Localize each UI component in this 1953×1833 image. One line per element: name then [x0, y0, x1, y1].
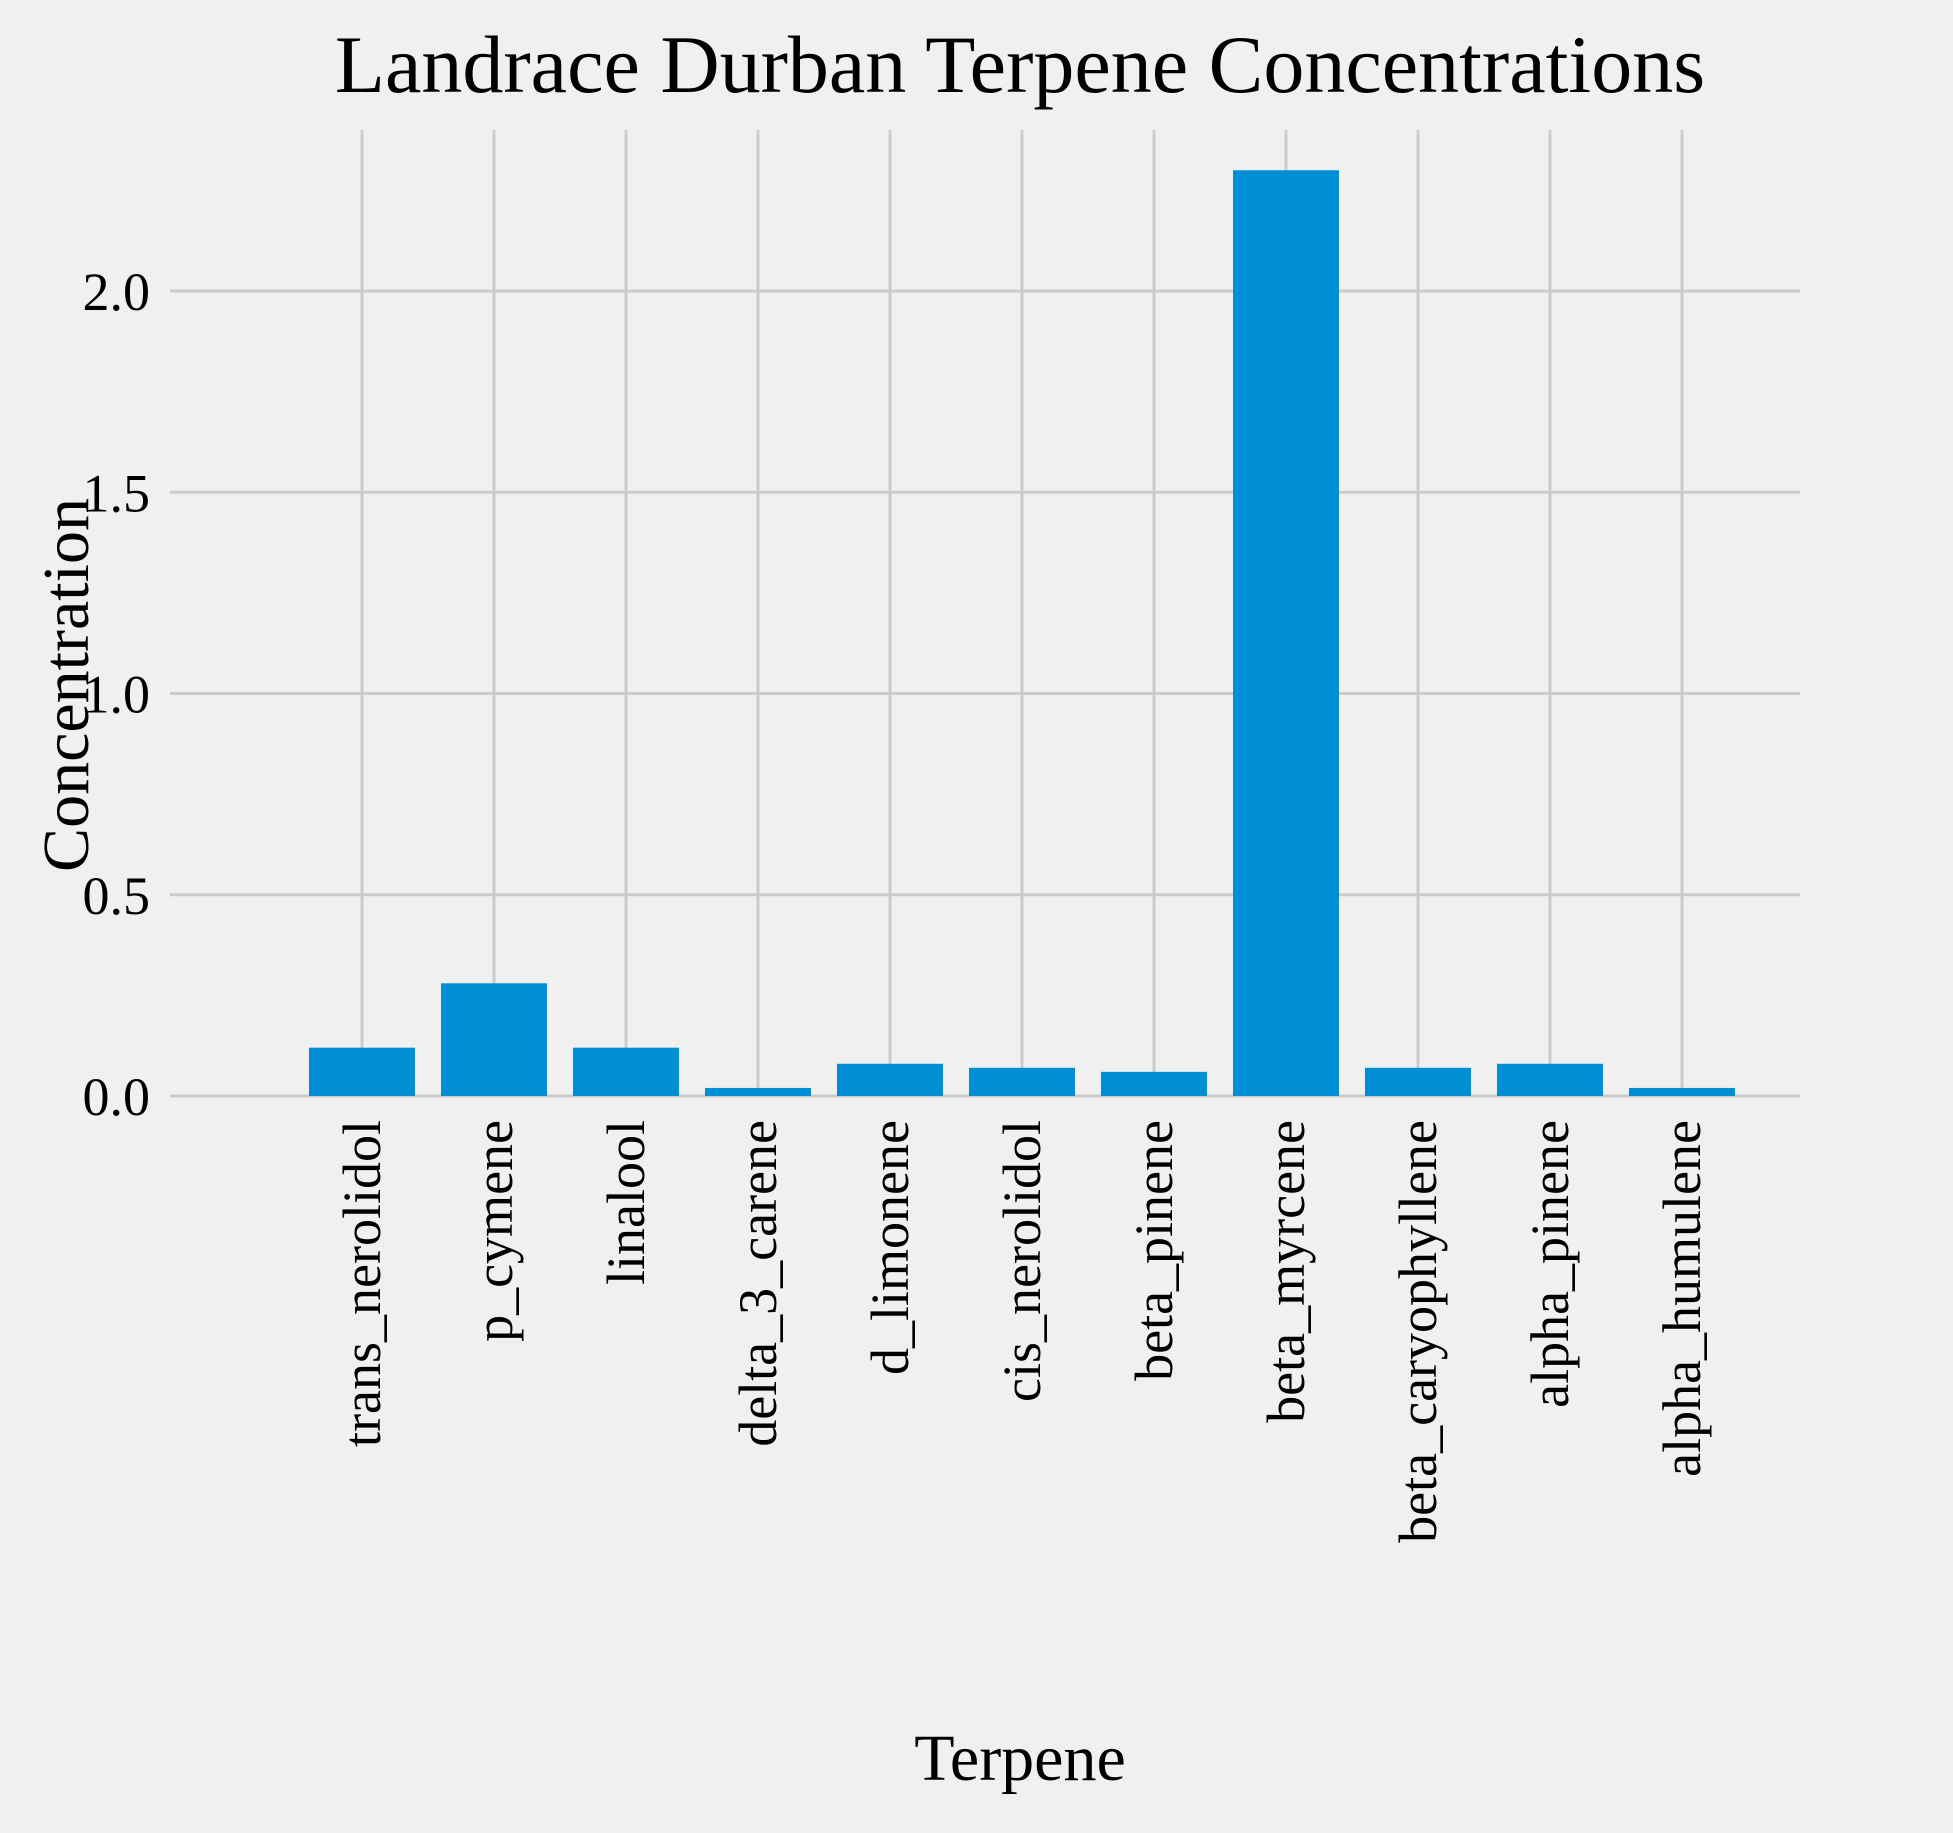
- bar: [1365, 1067, 1471, 1096]
- chart-title: Landrace Durban Terpene Concentrations: [335, 19, 1705, 110]
- x-tick-label: trans_nerolidol: [332, 1120, 392, 1447]
- bar: [1101, 1071, 1207, 1096]
- x-tick-label: beta_pinene: [1124, 1120, 1184, 1381]
- x-tick-label: delta_3_carene: [728, 1120, 788, 1447]
- y-tick-label: 1.0: [83, 665, 151, 725]
- y-tick-label: 1.5: [83, 463, 151, 523]
- x-axis-label: Terpene: [914, 1722, 1126, 1795]
- bar: [1629, 1087, 1735, 1096]
- y-tick-label: 0.5: [83, 866, 151, 926]
- x-tick-label: alpha_humulene: [1652, 1120, 1712, 1477]
- bar: [837, 1063, 943, 1096]
- bar: [705, 1087, 811, 1096]
- x-tick-label: beta_myrcene: [1256, 1120, 1316, 1423]
- bar: [573, 1047, 679, 1096]
- x-tick-labels: trans_nerolidol p_cymene linalool delta_3_c…: [332, 1120, 1712, 1543]
- bar: [1233, 170, 1339, 1096]
- bar: [441, 983, 547, 1096]
- x-tick-label: d_limonene: [860, 1120, 920, 1375]
- y-tick-label: 0.0: [83, 1067, 151, 1127]
- x-tick-label: beta_caryophyllene: [1388, 1120, 1448, 1543]
- x-tick-label: alpha_pinene: [1520, 1120, 1580, 1408]
- bar: [1497, 1063, 1603, 1096]
- y-tick-label: 2.0: [83, 262, 151, 322]
- bar: [969, 1067, 1075, 1096]
- x-tick-label: linalool: [596, 1120, 656, 1285]
- bars: [309, 170, 1735, 1096]
- x-tick-label: p_cymene: [464, 1120, 524, 1342]
- y-axis-label: Concentration: [30, 498, 103, 872]
- x-tick-label: cis_nerolidol: [992, 1120, 1052, 1402]
- y-tick-labels: 0.0 0.5 1.0 1.5 2.0: [83, 262, 151, 1127]
- bar: [309, 1047, 415, 1096]
